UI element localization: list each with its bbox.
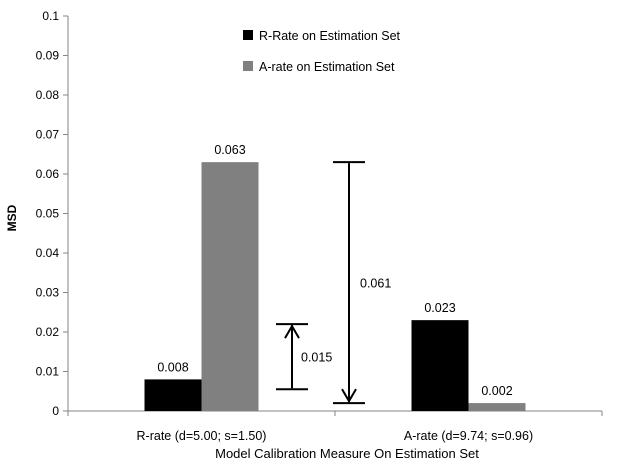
y-tick-label: 0.08	[36, 88, 60, 102]
y-tick-label: 0.02	[36, 325, 60, 339]
annotation-label: 0.061	[360, 277, 391, 291]
legend-swatch	[243, 30, 253, 40]
annotation-arrowhead	[284, 324, 300, 339]
y-tick-label: 0.1	[42, 9, 59, 23]
x-tick-label: A-rate (d=9.74; s=0.96)	[404, 429, 533, 443]
y-tick-label: 0.05	[36, 207, 60, 221]
legend-swatch	[243, 61, 253, 71]
legend-label: R-Rate on Estimation Set	[259, 29, 401, 43]
data-label: 0.023	[424, 301, 455, 315]
annotation-label: 0.015	[301, 351, 332, 365]
y-axis-title: MSD	[5, 204, 19, 231]
y-tick-label: 0.03	[36, 286, 60, 300]
axes: 0 0.01 0.02 0.03 0.04 0.05 0.06 0.07 0.08 0.09 0.1…	[36, 9, 603, 443]
y-tick-label: 0	[52, 404, 59, 418]
y-tick-label: 0.09	[36, 49, 60, 63]
x-tick-label: R-rate (d=5.00; s=1.50)	[137, 429, 267, 443]
bar	[201, 162, 259, 411]
annotation-arrowhead	[341, 388, 357, 404]
bar	[411, 320, 469, 411]
bar	[468, 403, 526, 411]
data-label: 0.063	[214, 143, 245, 157]
y-tick-label: 0.07	[36, 128, 60, 142]
legend: R-Rate on Estimation Set A-rate on Estima…	[243, 29, 401, 74]
data-label: 0.008	[157, 360, 188, 374]
y-tick-label: 0.04	[36, 246, 60, 260]
annotations: 0.015 0.061	[276, 161, 391, 405]
y-tick-label: 0.01	[36, 365, 60, 379]
y-tick-label: 0.06	[36, 167, 60, 181]
x-axis-title: Model Calibration Measure On Estimation …	[215, 446, 479, 461]
bars: 0.008 0.023 0.063 0.002	[144, 143, 526, 411]
legend-label: A-rate on Estimation Set	[259, 60, 395, 74]
data-label: 0.002	[481, 384, 512, 398]
bar	[144, 379, 202, 411]
